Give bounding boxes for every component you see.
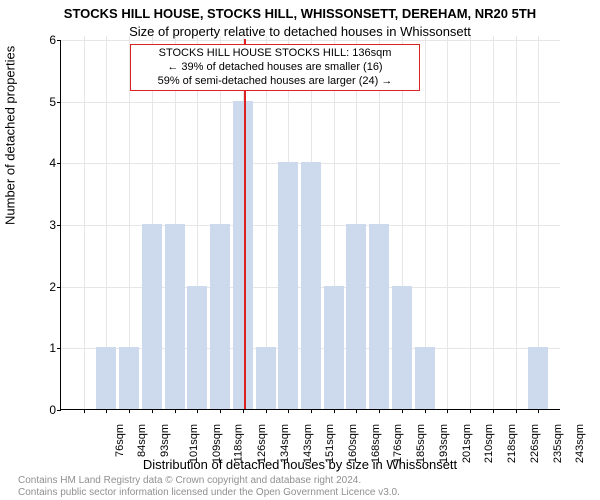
y-tick-label: 1 [36,341,56,355]
chart-container: STOCKS HILL HOUSE, STOCKS HILL, WHISSONS… [0,0,600,500]
y-tick [57,410,61,411]
gridline-v [447,36,448,414]
bar [142,224,162,409]
x-tick [84,409,85,413]
bar [278,162,298,409]
x-tick-label: 176sqm [393,424,405,463]
x-tick [447,409,448,413]
gridline-v [84,36,85,414]
x-tick-label: 118sqm [233,424,245,462]
x-tick-label: 84sqm [136,424,148,457]
bar [324,286,344,409]
bar [256,347,276,409]
x-tick-label: 210sqm [484,424,496,463]
x-tick [402,409,403,413]
x-tick-label: 134sqm [279,424,291,463]
x-tick-label: 76sqm [114,424,126,457]
x-tick [152,409,153,413]
x-tick [379,409,380,413]
bar [187,286,207,409]
bar [346,224,366,409]
x-tick-label: 126sqm [256,424,268,463]
x-tick [311,409,312,413]
marker-line [244,39,246,409]
y-tick-label: 5 [36,95,56,109]
x-tick [470,409,471,413]
x-tick-label: 235sqm [552,424,564,463]
x-tick [356,409,357,413]
legend-box: STOCKS HILL HOUSE STOCKS HILL: 136sqm ← … [130,44,420,91]
x-tick-label: 101sqm [188,424,200,463]
x-tick-label: 151sqm [324,424,336,463]
x-tick [106,409,107,413]
y-tick [57,40,61,41]
x-tick-label: 143sqm [302,424,314,463]
bar [415,347,435,409]
x-tick-label: 193sqm [438,424,450,463]
x-tick-label: 226sqm [529,424,541,463]
bar [392,286,412,409]
subtitle: Size of property relative to detached ho… [0,24,600,39]
x-tick [538,409,539,413]
y-tick-label: 2 [36,280,56,294]
y-tick [57,225,61,226]
bar [210,224,230,409]
legend-line3: 59% of semi-detached houses are larger (… [135,75,415,89]
x-tick-label: 218sqm [506,424,518,463]
x-tick [129,409,130,413]
title-main: STOCKS HILL HOUSE, STOCKS HILL, WHISSONS… [0,6,600,21]
gridline-v [516,36,517,414]
y-tick-label: 4 [36,156,56,170]
y-tick [57,102,61,103]
x-tick-label: 93sqm [159,424,171,457]
x-tick [516,409,517,413]
x-tick-label: 109sqm [211,424,223,463]
y-axis-label: Number of detached properties [3,46,18,225]
y-tick-label: 0 [36,403,56,417]
legend-line2: ← 39% of detached houses are smaller (16… [135,61,415,75]
credits: Contains HM Land Registry data © Crown c… [18,475,400,498]
y-tick-label: 6 [36,33,56,47]
bar [165,224,185,409]
bar [369,224,389,409]
bar [96,347,116,409]
legend-line1: STOCKS HILL HOUSE STOCKS HILL: 136sqm [135,47,415,61]
bar [528,347,548,409]
y-tick-label: 3 [36,218,56,232]
x-tick [220,409,221,413]
gridline-v [493,36,494,414]
x-tick [288,409,289,413]
x-tick [243,409,244,413]
plot-area [60,40,560,410]
bar [233,101,253,409]
y-tick [57,163,61,164]
credit-line2: Contains public sector information licen… [18,487,400,499]
x-tick-label: 160sqm [347,424,359,463]
gridline-v [470,36,471,414]
x-tick [175,409,176,413]
x-tick [266,409,267,413]
x-tick-label: 201sqm [461,424,473,463]
bar [301,162,321,409]
y-tick [57,287,61,288]
x-tick-label: 243sqm [574,424,586,463]
x-tick-label: 185sqm [415,424,427,463]
x-tick [197,409,198,413]
bar [119,347,139,409]
x-tick [425,409,426,413]
x-tick-label: 168sqm [370,424,382,463]
credit-line1: Contains HM Land Registry data © Crown c… [18,475,400,487]
y-tick [57,348,61,349]
x-tick [493,409,494,413]
x-tick [334,409,335,413]
